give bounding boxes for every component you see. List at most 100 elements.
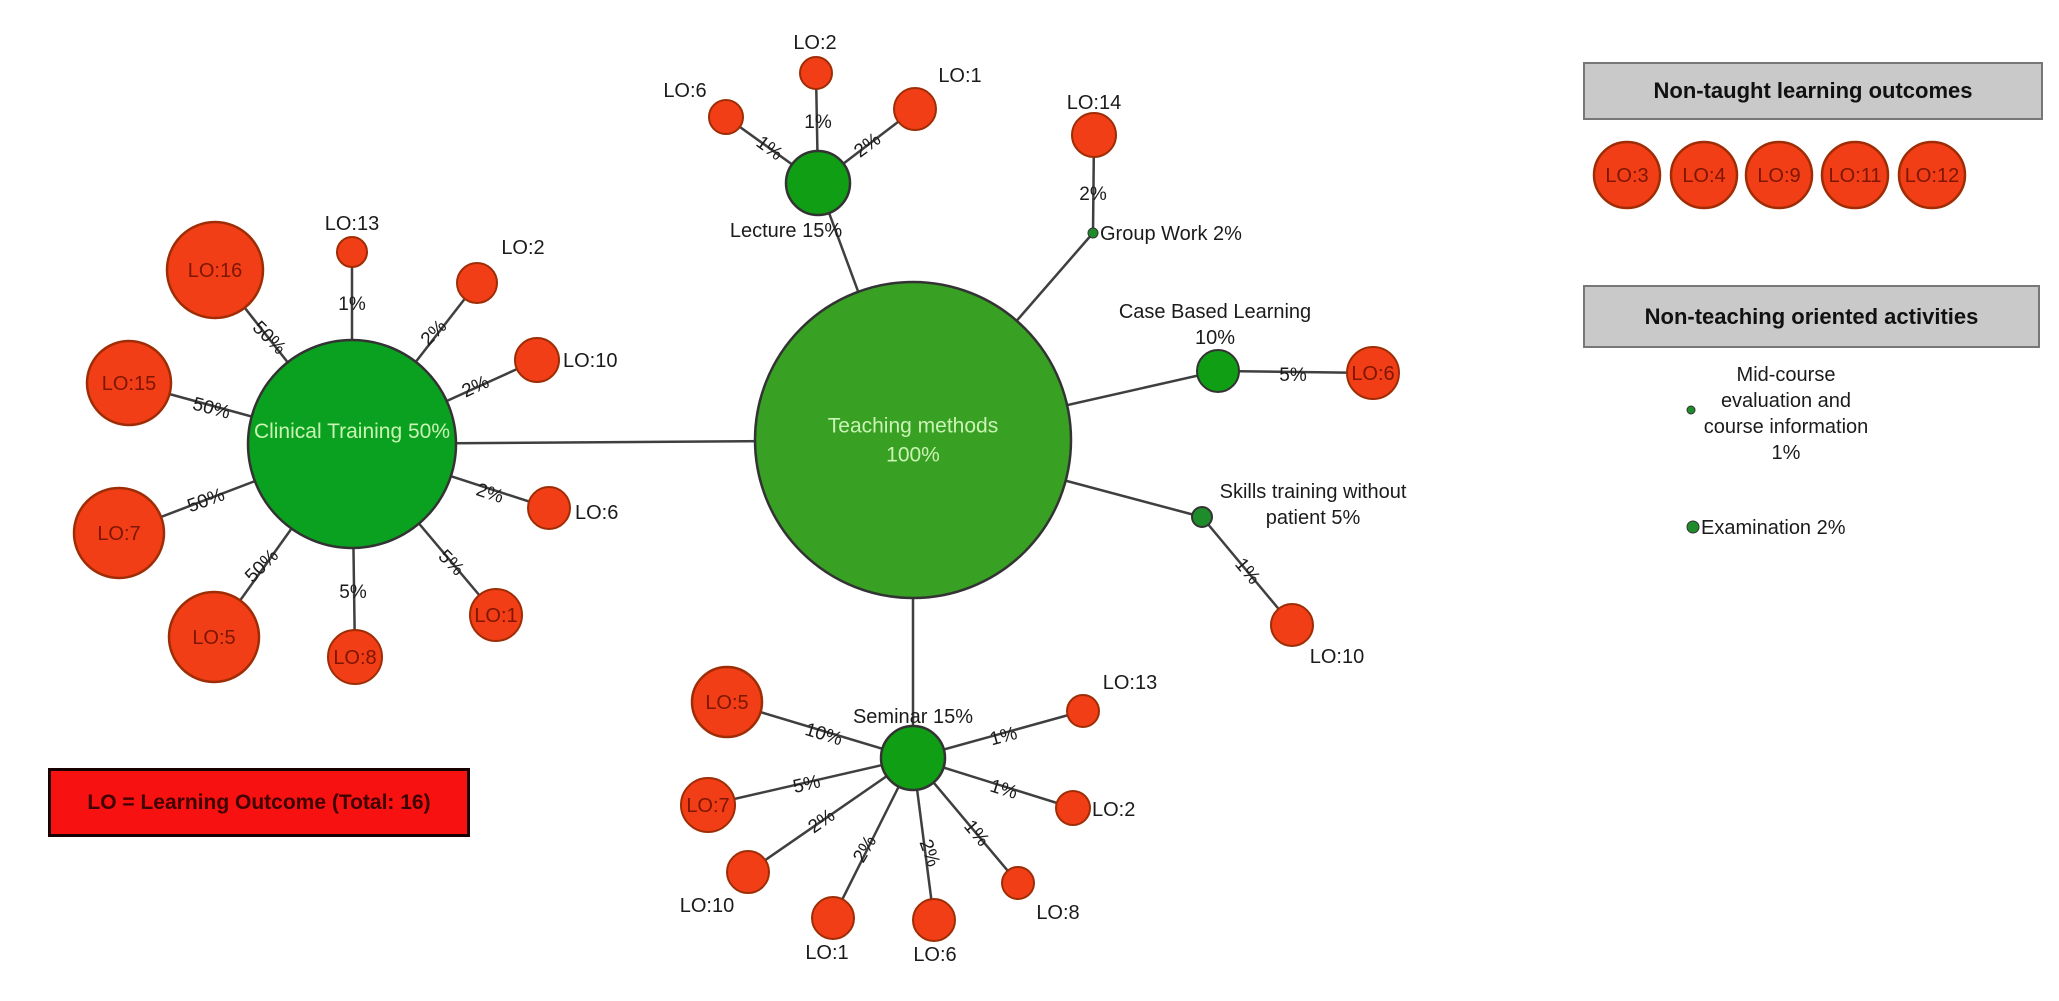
edge-label-ct-lo13: 1% — [338, 294, 366, 315]
text-midcourse-label-2: evaluation and — [1721, 390, 1851, 412]
node-sem-lo1 — [811, 896, 855, 940]
node-label-ct-lo1: LO:1 — [474, 605, 517, 627]
node-cbl-lo6 — [1346, 346, 1400, 400]
node-ct-lo16 — [165, 220, 265, 320]
node-label-panel-lo12: LO:12 — [1905, 165, 1959, 187]
node-ct-lo1 — [469, 588, 523, 642]
node-ct-lo2 — [456, 262, 498, 304]
edge-label-ct-lo16: 50% — [248, 317, 290, 359]
text-sem-lo8-label: LO:8 — [1036, 902, 1079, 924]
lo-abbreviation-legend: LO = Learning Outcome (Total: 16) — [48, 768, 470, 837]
node-lec-lo2 — [799, 56, 833, 90]
node-ct-lo7 — [72, 486, 166, 580]
node-lec-lo6 — [708, 99, 744, 135]
text-ct-lo2-label: LO:2 — [501, 237, 544, 259]
node-lecture — [784, 149, 852, 217]
text-lec-lo6-label: LO:6 — [663, 80, 706, 102]
node-panel-lo12 — [1897, 140, 1967, 210]
node-sem-lo5 — [690, 665, 764, 739]
node-label-ct-lo15: LO:15 — [102, 373, 156, 395]
node-label-teaching-methods: Teaching methods — [828, 415, 998, 438]
node-label-teaching-methods: 100% — [886, 444, 940, 467]
non-teaching-oriented-activities-header: Non-teaching oriented activities — [1583, 285, 2040, 348]
edge-label-ct-lo6: 2% — [473, 480, 506, 508]
text-sem-lo10-label: LO:10 — [680, 895, 734, 917]
node-label-panel-lo4: LO:4 — [1682, 165, 1725, 187]
node-label-ct-lo5: LO:5 — [192, 627, 235, 649]
edge-label-cbl-lo6: 5% — [1279, 365, 1307, 386]
edge-label-sem-lo6: 2% — [915, 837, 944, 870]
text-sem-lo2-label: LO:2 — [1092, 799, 1135, 821]
node-label-sem-lo7: LO:7 — [686, 795, 729, 817]
node-label-clinical-training: Clinical Training 50% — [254, 420, 450, 443]
text-lec-lo1-label: LO:1 — [938, 65, 981, 87]
edge-sem-lo7 — [707, 756, 914, 807]
text-seminar-label: Seminar 15% — [853, 706, 973, 728]
text-ct-lo13-label: LO:13 — [325, 213, 379, 235]
text-sem-lo1-label: LO:1 — [805, 942, 848, 964]
edge-label-gw-lo14: 2% — [1079, 184, 1107, 205]
node-ct-lo8 — [327, 629, 383, 685]
node-sem-lo8 — [1001, 866, 1035, 900]
node-sem-lo2 — [1055, 790, 1091, 826]
text-sk-lo10-label: LO:10 — [1310, 646, 1364, 668]
node-teaching-methods — [753, 280, 1073, 600]
text-midcourse-label-1: Mid-course — [1737, 364, 1836, 386]
text-cbl-label-2: 10% — [1195, 327, 1235, 349]
text-group-work-label: Group Work 2% — [1100, 223, 1242, 245]
text-lec-lo2-label: LO:2 — [793, 32, 836, 54]
node-case-based-learning — [1196, 349, 1240, 393]
node-ct-lo10 — [514, 337, 560, 383]
text-gw-lo14-label: LO:14 — [1067, 92, 1121, 114]
edge-label-sem-lo13: 1% — [988, 723, 1020, 750]
text-cbl-label-1: Case Based Learning — [1119, 301, 1311, 323]
node-sem-lo10 — [726, 850, 770, 894]
edge-label-sem-lo5: 10% — [802, 719, 845, 750]
non-taught-learning-outcomes-header: Non-taught learning outcomes — [1583, 62, 2043, 120]
edge-label-ct-lo8: 5% — [339, 582, 367, 603]
text-ct-lo6-label: LO:6 — [575, 502, 618, 524]
edge-label-ct-lo10: 2% — [459, 372, 493, 403]
text-examination-label: Examination 2% — [1701, 517, 1846, 539]
node-label-cbl-lo6: LO:6 — [1351, 363, 1394, 385]
node-clinical-training — [246, 338, 458, 550]
node-label-ct-lo8: LO:8 — [333, 647, 376, 669]
node-label-panel-lo9: LO:9 — [1757, 165, 1800, 187]
node-group-work-dot — [1087, 227, 1099, 239]
node-seminar — [879, 724, 947, 792]
node-ct-lo6 — [527, 486, 571, 530]
text-sem-lo6-label: LO:6 — [913, 944, 956, 966]
node-lec-lo1 — [893, 87, 937, 131]
node-sem-lo13 — [1066, 694, 1100, 728]
node-label-ct-lo7: LO:7 — [97, 523, 140, 545]
node-midcourse-dot — [1686, 405, 1696, 415]
edge-label-ct-lo5: 50% — [241, 545, 283, 587]
node-panel-lo9 — [1744, 140, 1814, 210]
node-label-panel-lo11: LO:11 — [1829, 165, 1882, 187]
node-ct-lo13 — [336, 236, 368, 268]
text-midcourse-label-4: 1% — [1772, 442, 1801, 464]
node-gw-lo14 — [1071, 112, 1117, 158]
edge-label-lec-lo2: 1% — [804, 112, 832, 133]
edge-label-sem-lo1: 2% — [849, 832, 881, 866]
node-examination-dot — [1686, 520, 1700, 534]
node-sem-lo6 — [912, 898, 956, 942]
edge-sk-lo10 — [1201, 516, 1293, 626]
edge-label-lec-lo6: 1% — [752, 132, 787, 165]
edge-label-sem-lo10: 2% — [805, 805, 840, 838]
node-label-sem-lo5: LO:5 — [705, 692, 748, 714]
text-sem-lo13-label: LO:13 — [1103, 672, 1157, 694]
edge-label-sem-lo2: 1% — [987, 776, 1020, 804]
node-ct-lo15 — [85, 339, 173, 427]
text-midcourse-label-3: course information — [1704, 416, 1869, 438]
node-ct-lo5 — [167, 590, 261, 684]
node-label-panel-lo3: LO:3 — [1605, 165, 1648, 187]
edge-label-sem-lo7: 5% — [791, 771, 823, 798]
edge-label-ct-lo7: 50% — [185, 484, 228, 517]
edge-sem-lo10 — [747, 756, 914, 874]
node-panel-lo4 — [1669, 140, 1739, 210]
text-skills-label-2: patient 5% — [1266, 507, 1361, 529]
text-skills-label-1: Skills training without — [1220, 481, 1407, 503]
